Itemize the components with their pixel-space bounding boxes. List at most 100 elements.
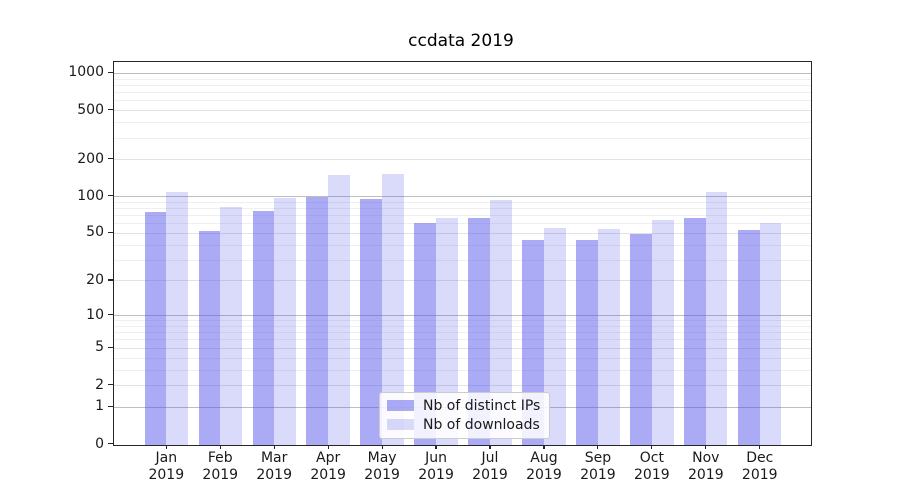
x-tick-mark-apr bbox=[327, 444, 329, 449]
x-tick-month-dec: Dec bbox=[746, 450, 774, 466]
gridline-90 bbox=[113, 201, 811, 203]
gridline-8 bbox=[113, 326, 811, 327]
x-tick-label-mar: Mar 2019 bbox=[244, 450, 304, 484]
x-tick-label-feb: Feb 2019 bbox=[190, 450, 250, 484]
bar-downloads-apr bbox=[328, 175, 350, 445]
gridline-30 bbox=[113, 259, 811, 261]
y-tick-mark-0 bbox=[108, 443, 113, 445]
y-tick-label-5: 5 bbox=[95, 339, 104, 356]
gridline-4 bbox=[113, 357, 811, 359]
bar-distinct-ips-dec bbox=[738, 230, 760, 445]
x-tick-label-dec: Dec 2019 bbox=[730, 450, 790, 484]
bar-distinct-ips-feb bbox=[198, 231, 221, 445]
gridline-2 bbox=[113, 385, 811, 386]
bar-downloads-jul bbox=[490, 199, 512, 445]
gridline-900 bbox=[113, 78, 811, 80]
y-tick-mark-5 bbox=[108, 346, 113, 348]
bar-downloads-feb bbox=[220, 206, 242, 445]
gridline-3 bbox=[113, 369, 811, 371]
y-tick-mark-200 bbox=[108, 158, 113, 160]
x-tick-year-may: 2019 bbox=[364, 467, 400, 483]
x-tick-month-may: May bbox=[367, 450, 397, 466]
x-tick-month-jan: Jan bbox=[155, 450, 178, 466]
x-tick-year-jan: 2019 bbox=[148, 467, 185, 483]
y-tick-mark-1000 bbox=[108, 71, 113, 74]
legend: Nb of distinct IPs Nb of downloads bbox=[379, 391, 551, 439]
x-tick-mark-jun bbox=[435, 444, 437, 449]
x-tick-mark-oct bbox=[651, 444, 653, 449]
bar-distinct-ips-jan bbox=[144, 211, 167, 445]
x-tick-label-may: May 2019 bbox=[352, 450, 412, 484]
bar-downloads-oct bbox=[651, 220, 674, 445]
bar-downloads-dec bbox=[759, 222, 782, 445]
y-tick-label-1000: 1000 bbox=[68, 64, 104, 81]
x-tick-year-mar: 2019 bbox=[256, 467, 292, 483]
x-tick-label-jan: Jan 2019 bbox=[136, 450, 196, 484]
x-tick-year-apr: 2019 bbox=[310, 467, 346, 483]
bar-downloads-mar bbox=[274, 197, 296, 445]
gridline-10 bbox=[113, 315, 811, 317]
x-tick-month-aug: Aug bbox=[530, 450, 558, 466]
chart-title: ccdata 2019 bbox=[408, 31, 514, 51]
x-tick-mark-feb bbox=[219, 444, 221, 449]
y-tick-mark-50 bbox=[108, 231, 113, 234]
x-tick-label-sep: Sep 2019 bbox=[568, 450, 628, 484]
x-tick-year-jul: 2019 bbox=[472, 467, 508, 483]
x-tick-year-oct: 2019 bbox=[634, 467, 670, 483]
x-tick-month-feb: Feb bbox=[207, 450, 233, 466]
bar-downloads-may bbox=[382, 174, 404, 445]
gridline-20 bbox=[113, 280, 811, 282]
bar-downloads-sep bbox=[597, 229, 620, 445]
gridline-5 bbox=[113, 347, 811, 349]
x-tick-mark-sep bbox=[597, 444, 599, 449]
y-tick-label-500: 500 bbox=[77, 101, 104, 118]
gridline-6 bbox=[113, 339, 811, 341]
x-tick-mark-mar bbox=[273, 444, 275, 449]
bar-distinct-ips-oct bbox=[630, 234, 652, 445]
y-tick-label-1: 1 bbox=[95, 398, 104, 415]
y-tick-mark-500 bbox=[108, 109, 113, 111]
y-tick-label-10: 10 bbox=[86, 306, 104, 323]
bar-distinct-ips-apr bbox=[306, 196, 329, 445]
x-tick-month-mar: Mar bbox=[260, 450, 288, 466]
gridline-400 bbox=[113, 122, 811, 124]
bar-distinct-ips-jul bbox=[468, 217, 490, 445]
gridline-300 bbox=[113, 137, 811, 139]
bar-distinct-ips-nov bbox=[684, 217, 706, 445]
x-tick-year-feb: 2019 bbox=[202, 467, 239, 483]
gridline-50 bbox=[113, 232, 811, 234]
bar-distinct-ips-may bbox=[360, 198, 383, 445]
bar-downloads-nov bbox=[705, 191, 728, 445]
bar-downloads-aug bbox=[543, 228, 566, 445]
gridline-40 bbox=[113, 244, 811, 246]
y-tick-label-2: 2 bbox=[95, 376, 104, 393]
x-tick-label-aug: Aug 2019 bbox=[514, 450, 574, 484]
gridline-80 bbox=[113, 208, 811, 209]
y-tick-mark-20 bbox=[108, 279, 113, 281]
gridline-100 bbox=[113, 196, 811, 198]
x-tick-label-jun: Jun 2019 bbox=[406, 450, 466, 484]
x-tick-month-sep: Sep bbox=[584, 450, 612, 466]
gridline-9 bbox=[113, 320, 811, 322]
legend-label-downloads: Nb of downloads bbox=[423, 416, 540, 433]
x-tick-month-oct: Oct bbox=[639, 450, 664, 466]
bar-downloads-jan bbox=[166, 191, 188, 445]
x-tick-year-nov: 2019 bbox=[687, 467, 724, 483]
y-tick-mark-1 bbox=[108, 405, 113, 407]
x-tick-month-jun: Jun bbox=[425, 450, 447, 466]
x-tick-label-nov: Nov 2019 bbox=[676, 450, 736, 484]
x-tick-mark-may bbox=[381, 444, 383, 449]
y-tick-mark-10 bbox=[108, 314, 113, 316]
y-tick-label-0: 0 bbox=[95, 435, 104, 452]
x-tick-year-jun: 2019 bbox=[418, 467, 454, 483]
x-tick-mark-aug bbox=[543, 444, 545, 449]
x-tick-mark-jul bbox=[489, 444, 491, 449]
gridline-800 bbox=[113, 84, 811, 86]
x-tick-month-apr: Apr bbox=[316, 450, 341, 466]
x-tick-year-sep: 2019 bbox=[580, 467, 616, 483]
legend-item-distinct-ips: Nb of distinct IPs bbox=[387, 398, 540, 414]
legend-item-downloads: Nb of downloads bbox=[387, 417, 540, 433]
gridline-700 bbox=[113, 92, 811, 94]
y-tick-mark-2 bbox=[108, 384, 113, 386]
